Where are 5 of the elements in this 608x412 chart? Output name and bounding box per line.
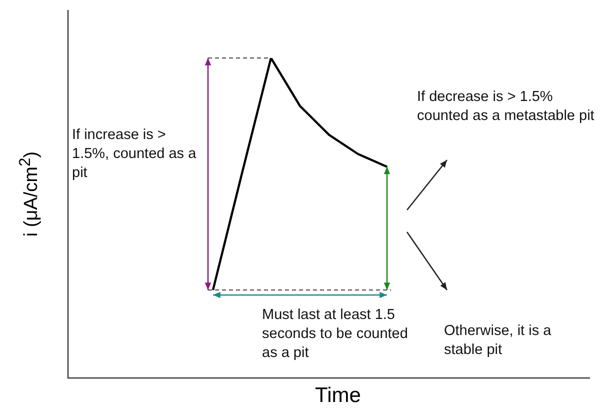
- annotation: Must last at least 1.5 seconds to be counted as a pit: [262, 306, 409, 363]
- annotation: Otherwise, it is a stable pit: [444, 322, 552, 360]
- x-axis-title: Time: [314, 384, 362, 408]
- annotation: If decrease is > 1.5% counted as a metastable pit: [417, 88, 596, 126]
- annotation: If increase is > 1.5%, counted as a pit: [72, 126, 198, 183]
